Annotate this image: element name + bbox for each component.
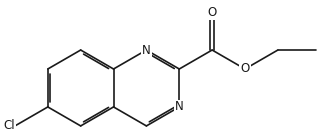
Text: N: N — [175, 100, 183, 113]
Text: N: N — [142, 43, 151, 57]
Text: O: O — [208, 6, 217, 19]
Text: Cl: Cl — [3, 119, 15, 132]
Text: O: O — [240, 63, 249, 75]
